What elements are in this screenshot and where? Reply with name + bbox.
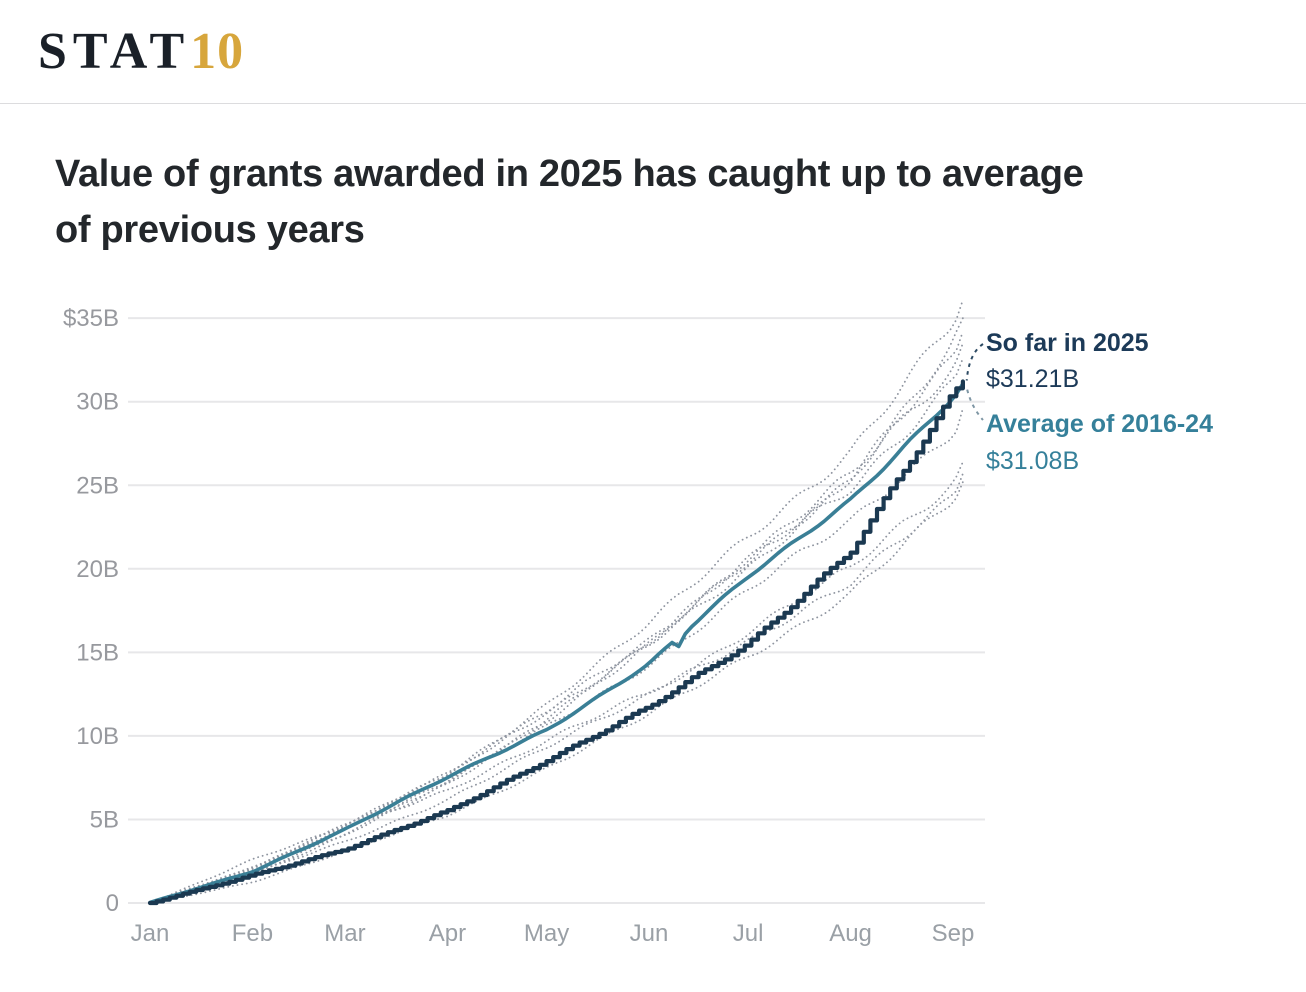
- x-tick-label: Aug: [829, 920, 872, 947]
- stat-logo-text: STAT: [38, 22, 191, 80]
- y-tick-label: $35B: [63, 305, 119, 332]
- so-far-2025-line: [147, 379, 965, 906]
- annotation-average-value: $31.08B: [986, 447, 1080, 475]
- y-tick-label: 15B: [76, 639, 119, 666]
- year-line-2020: [149, 357, 964, 904]
- average-line: [148, 381, 965, 905]
- year-line-2024: [149, 481, 964, 904]
- annotation-2025-value: $31.21B: [986, 365, 1080, 393]
- y-tick-label: 0: [106, 890, 119, 917]
- headline-line-1: Value of grants awarded in 2025 has caug…: [55, 153, 1084, 195]
- y-tick-label: 10B: [76, 723, 119, 750]
- stat-logo-ten: 10: [190, 22, 245, 80]
- x-tick-label: Feb: [232, 920, 273, 947]
- leader-line-average: [966, 389, 984, 421]
- x-tick-label: Mar: [324, 920, 365, 947]
- year-line-2017: [149, 330, 964, 904]
- annotation-2025-label: So far in 2025: [986, 329, 1149, 357]
- year-line-2019: [149, 317, 964, 904]
- stat-logo[interactable]: STAT10: [38, 22, 245, 80]
- chart-headline: Value of grants awarded in 2025 has caug…: [55, 146, 1265, 258]
- y-tick-label: 25B: [76, 472, 119, 499]
- year-line-2016: [149, 342, 964, 904]
- x-tick-label: Jul: [733, 920, 764, 947]
- year-line-2023: [149, 472, 964, 904]
- annotation-average-label: Average of 2016-24: [986, 410, 1213, 438]
- y-tick-label: 30B: [76, 389, 119, 416]
- x-tick-label: May: [524, 920, 569, 947]
- headline-line-2: of previous years: [55, 209, 365, 251]
- x-tick-label: Jun: [630, 920, 669, 947]
- site-header: STAT10: [0, 0, 1306, 104]
- x-tick-label: Apr: [429, 920, 466, 947]
- year-line-2021: [149, 407, 964, 904]
- year-line-2022: [149, 461, 964, 904]
- y-tick-label: 20B: [76, 556, 119, 583]
- x-tick-label: Sep: [932, 920, 975, 947]
- x-tick-label: Jan: [131, 920, 170, 947]
- year-line-2018: [149, 298, 964, 904]
- leader-line-2025: [965, 343, 984, 381]
- y-tick-label: 5B: [90, 806, 119, 833]
